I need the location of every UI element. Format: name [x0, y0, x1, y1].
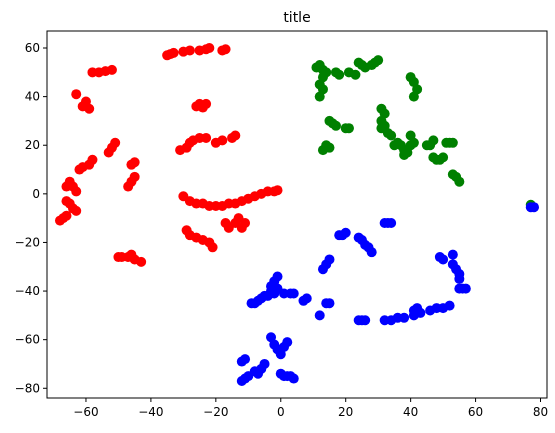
scatter-point: [444, 300, 455, 311]
scatter-point: [317, 264, 328, 275]
scatter-point: [314, 91, 325, 102]
ticks-layer: −60 −40 −20 0 20 40 60 80 −80 −60 −40 −20 0 20 40 60: [15, 41, 548, 419]
scatter-point: [460, 283, 471, 294]
scatter-point: [220, 44, 231, 55]
y-tick-label: 40: [25, 90, 40, 104]
scatter-point: [84, 103, 95, 114]
scatter-point: [136, 256, 147, 267]
scatter-point: [236, 356, 247, 367]
scatter-point: [317, 145, 328, 156]
scatter-point: [408, 91, 419, 102]
x-tick-label: −20: [203, 405, 228, 419]
scatter-point: [399, 149, 410, 160]
scatter-point: [334, 69, 345, 80]
scatter-point: [126, 159, 137, 170]
scatter-point: [282, 337, 293, 348]
scatter-point: [71, 205, 82, 216]
y-tick-label: 60: [25, 41, 40, 55]
scatter-point: [386, 218, 397, 229]
scatter-point: [412, 303, 423, 314]
x-tick-label: −60: [73, 405, 98, 419]
scatter-point: [184, 45, 195, 56]
scatter-point: [447, 249, 458, 260]
scatter-point: [405, 140, 416, 151]
scatter-point: [529, 202, 540, 213]
scatter-point: [236, 222, 247, 233]
scatter-point: [438, 152, 449, 163]
scatter-point: [230, 130, 241, 141]
scatter-point: [301, 293, 312, 304]
scatter-point: [454, 176, 465, 187]
scatter-point: [71, 89, 82, 100]
scatter-point: [288, 288, 299, 299]
x-tick-label: 60: [468, 405, 483, 419]
x-tick-label: −40: [138, 405, 163, 419]
x-tick-label: 20: [338, 405, 353, 419]
scatter-point: [421, 140, 432, 151]
scatter-point: [243, 371, 254, 382]
x-tick-label: 80: [533, 405, 548, 419]
scatter-point: [184, 137, 195, 148]
points-layer: [54, 43, 540, 386]
scatter-point: [324, 298, 335, 309]
y-tick-label: 20: [25, 138, 40, 152]
scatter-point: [61, 210, 72, 221]
scatter-point: [106, 64, 117, 75]
scatter-point: [74, 164, 85, 175]
plot-frame: [46, 30, 548, 399]
scatter-point: [197, 102, 208, 113]
y-tick-label: −60: [15, 333, 40, 347]
scatter-point: [272, 185, 283, 196]
scatter-point: [207, 242, 218, 253]
scatter-point: [168, 47, 179, 58]
scatter-point: [123, 181, 134, 192]
scatter-point: [360, 315, 371, 326]
scatter-point: [288, 373, 299, 384]
scatter-point: [454, 273, 465, 284]
scatter-point: [330, 120, 341, 131]
scatter-point: [386, 130, 397, 141]
scatter-point: [343, 123, 354, 134]
y-tick-label: −40: [15, 284, 40, 298]
y-tick-label: −20: [15, 235, 40, 249]
scatter-point: [103, 147, 114, 158]
scatter-point: [350, 69, 361, 80]
scatter-point: [71, 186, 82, 197]
scatter-point: [201, 132, 212, 143]
scatter-point: [217, 135, 228, 146]
x-tick-label: 40: [403, 405, 418, 419]
scatter-point: [373, 55, 384, 66]
y-tick-label: 0: [32, 187, 40, 201]
scatter-point: [340, 227, 351, 238]
y-tick-label: −80: [15, 381, 40, 395]
scatter-point: [269, 288, 280, 299]
chart-title: title: [283, 10, 310, 26]
scatter-point: [366, 247, 377, 258]
scatter-point: [438, 254, 449, 265]
scatter-point: [314, 310, 325, 321]
scatter-point: [204, 43, 215, 54]
scatter-point: [447, 137, 458, 148]
x-tick-label: 0: [277, 405, 285, 419]
scatter-point: [399, 312, 410, 323]
